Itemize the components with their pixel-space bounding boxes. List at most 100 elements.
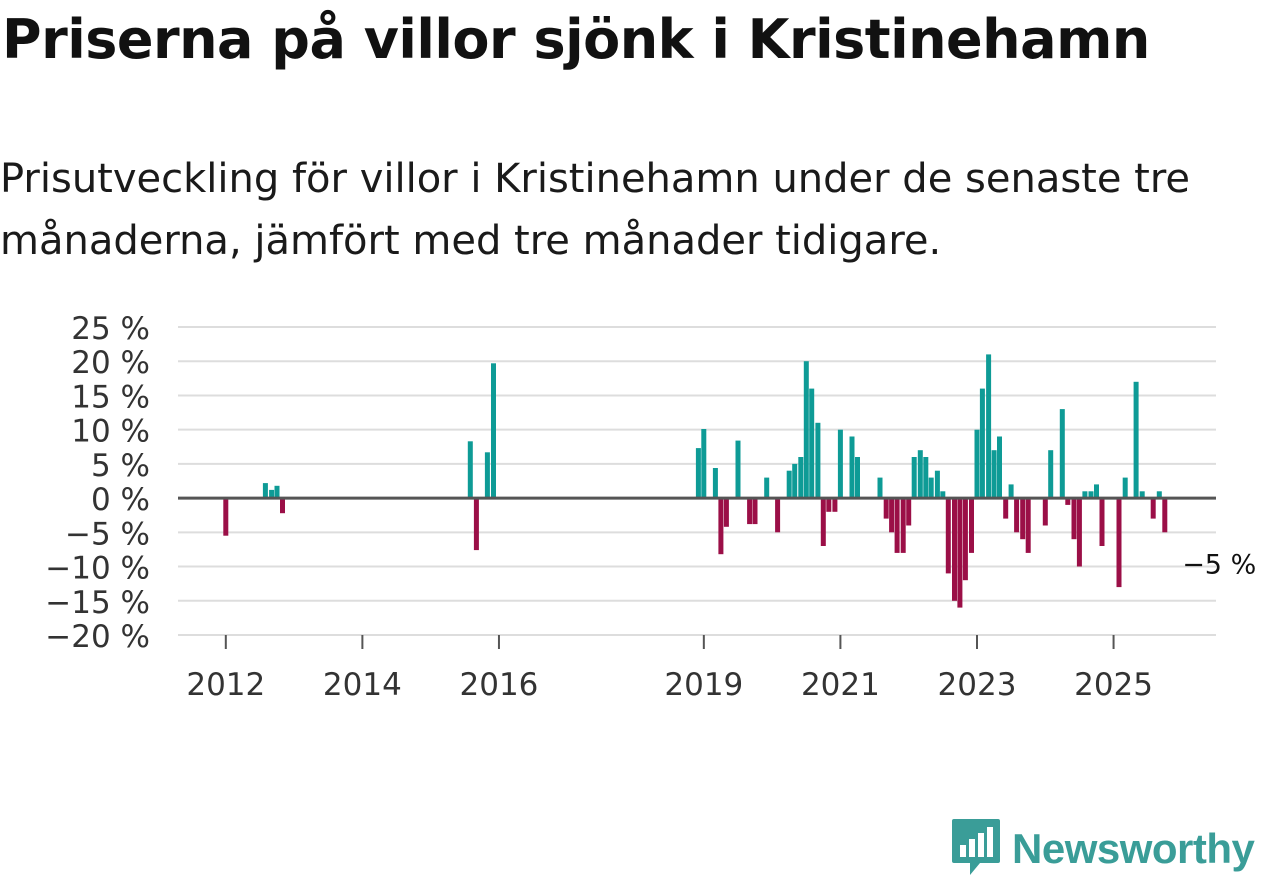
bar (269, 489, 275, 499)
bar (997, 436, 1002, 499)
bar (906, 498, 912, 526)
bar (826, 498, 832, 512)
bar (991, 450, 997, 499)
chart-subtitle: Prisutveckling för villor i Kristinehamn… (0, 156, 1191, 264)
bar (849, 436, 855, 499)
logo-bar (969, 839, 975, 857)
bar (803, 361, 809, 499)
bar (979, 388, 985, 499)
bar (735, 440, 741, 499)
bar (274, 485, 280, 499)
bar (832, 498, 838, 512)
x-tick-label: 2019 (664, 667, 743, 703)
y-tick-label: 0 % (91, 482, 150, 518)
bar (928, 477, 934, 499)
bar (723, 498, 729, 527)
bar (764, 477, 770, 499)
bar (262, 483, 268, 499)
bar (1008, 484, 1014, 499)
bar (986, 354, 992, 499)
bar (786, 470, 792, 499)
bar (923, 457, 929, 499)
y-tick-label: 15 % (71, 379, 150, 415)
bar (752, 498, 758, 525)
bar (889, 498, 895, 533)
bar (1014, 498, 1020, 533)
bar (917, 450, 923, 499)
bar (1020, 498, 1026, 540)
y-tick-label: 10 % (71, 414, 150, 450)
bar-chart-logo-icon (950, 817, 1002, 881)
bar (473, 498, 479, 551)
bar (1076, 498, 1082, 567)
x-tick-label: 2016 (460, 667, 539, 703)
bar (809, 388, 815, 499)
y-axis-labels: 25 %20 %15 %10 %5 %0 %−5 %−10 %−15 %−20 … (45, 311, 150, 655)
bar (1116, 498, 1122, 588)
annotations: −5 % (1182, 549, 1256, 580)
y-tick-label: −15 % (45, 585, 150, 621)
bar (877, 477, 883, 499)
y-tick-label: −10 % (45, 551, 150, 587)
bar (945, 498, 951, 574)
bar (484, 452, 490, 499)
chart-title: Priserna på villor sjönk i Kristinehamn (2, 8, 1150, 71)
bar (974, 429, 980, 499)
y-tick-label: −5 % (65, 516, 150, 552)
bar (701, 429, 707, 499)
brand-name: Newsworthy (1012, 825, 1255, 872)
bar (718, 498, 724, 555)
bar (223, 498, 229, 536)
bar (775, 498, 781, 533)
bar (1156, 491, 1162, 499)
x-tick-label: 2025 (1074, 667, 1153, 703)
bar (1094, 484, 1099, 499)
bar (1059, 409, 1065, 499)
bar (911, 457, 917, 499)
bar (712, 468, 718, 499)
x-axis: 2012 2014 2016 2019 2021 2023 2025 (186, 635, 1153, 703)
bar (1003, 498, 1009, 519)
y-tick-label: −20 % (45, 619, 150, 655)
logo-bar (960, 845, 966, 857)
y-tick-label: 5 % (91, 448, 150, 484)
bar (894, 498, 900, 553)
last-value-label: −5 % (1182, 549, 1256, 580)
bar (491, 363, 496, 499)
bar (934, 470, 940, 499)
bar (962, 498, 968, 581)
bar (1122, 477, 1128, 499)
bar (952, 498, 957, 601)
bar (792, 463, 798, 499)
bar (820, 498, 826, 546)
bar (815, 422, 821, 499)
bar (1162, 498, 1168, 533)
bar (957, 498, 963, 608)
bar (1133, 381, 1139, 499)
bar (280, 498, 285, 514)
x-tick-label: 2023 (938, 667, 1017, 703)
bar (798, 457, 804, 499)
x-tick-label: 2014 (323, 667, 402, 703)
bar (883, 498, 889, 519)
bar (969, 498, 974, 553)
bar (1099, 498, 1105, 546)
bar (855, 457, 860, 499)
x-tick-label: 2021 (801, 667, 880, 703)
bar (940, 491, 946, 499)
bar (1065, 498, 1071, 505)
bar (695, 448, 701, 499)
bar (747, 498, 753, 525)
bar (1042, 498, 1048, 526)
bar (1139, 491, 1145, 499)
bar (837, 429, 843, 499)
bar (1071, 498, 1077, 540)
bar (900, 498, 906, 553)
logo-bar (978, 833, 984, 857)
y-tick-label: 20 % (71, 345, 150, 381)
bar (1088, 491, 1094, 499)
bar (1025, 498, 1031, 553)
y-tick-label: 25 % (71, 311, 150, 347)
bar (467, 441, 473, 499)
